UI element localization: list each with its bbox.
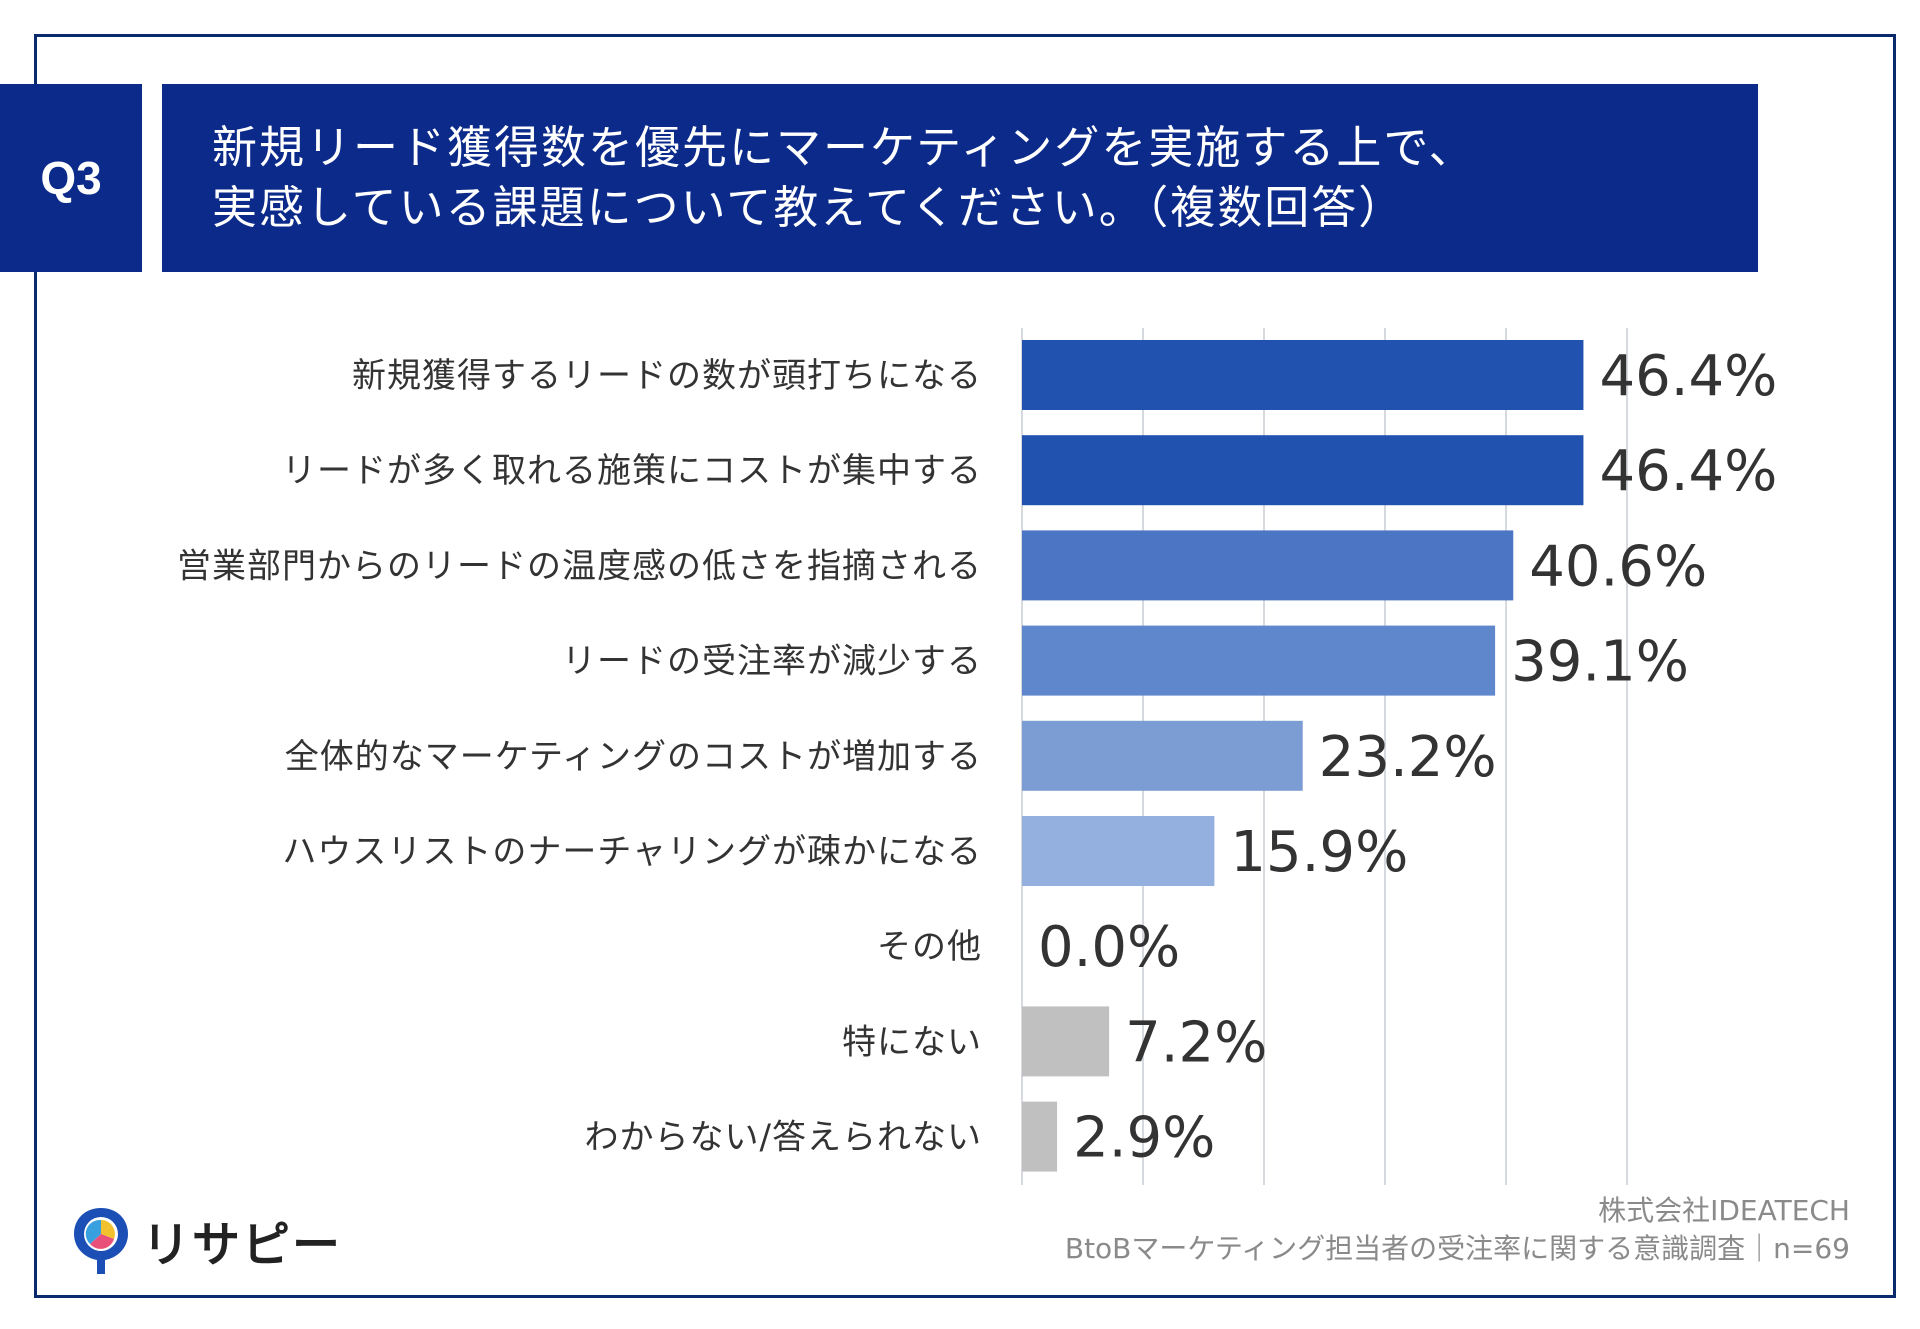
value-label: 39.1% bbox=[1511, 630, 1689, 695]
category-label: 全体的なマーケティングのコストが増加する bbox=[285, 737, 982, 777]
logo-text: リサピー bbox=[142, 1217, 343, 1273]
category-label: リードの受注率が減少する bbox=[562, 642, 982, 682]
bar bbox=[1022, 530, 1514, 601]
value-label: 40.6% bbox=[1529, 534, 1707, 599]
pin-logo-icon bbox=[74, 1208, 128, 1274]
bar bbox=[1022, 816, 1215, 886]
question-title-line-2: 実感している課題について教えてください。（複数回答） bbox=[212, 181, 1406, 234]
source-survey: BtoBマーケティング担当者の受注率に関する意識調査｜n=69 bbox=[1064, 1232, 1850, 1265]
value-label: 46.4% bbox=[1599, 439, 1777, 504]
risapy-logo: リサピー bbox=[70, 1200, 342, 1280]
bar bbox=[1022, 625, 1496, 696]
category-label: ハウスリストのナーチャリングが疎かになる bbox=[282, 832, 982, 872]
question-title: 新規リード獲得数を優先にマーケティングを実施する上で、 実感している課題について… bbox=[162, 84, 1758, 272]
category-label: 特にない bbox=[842, 1022, 982, 1062]
category-label: 新規獲得するリードの数が頭打ちになる bbox=[352, 356, 982, 396]
chart-frame bbox=[34, 34, 1896, 1298]
value-label: 0.0% bbox=[1038, 915, 1180, 980]
category-label: 営業部門からのリードの温度感の低さを指摘される bbox=[177, 546, 982, 586]
value-label: 15.9% bbox=[1230, 820, 1408, 885]
source-note: 株式会社IDEATECH BtoBマーケティング担当者の受注率に関する意識調査｜… bbox=[1065, 1192, 1850, 1268]
bar bbox=[1022, 340, 1584, 410]
value-label: 2.9% bbox=[1073, 1106, 1215, 1171]
question-title-line-1: 新規リード獲得数を優先にマーケティングを実施する上で、 bbox=[212, 121, 1476, 174]
bar bbox=[1022, 1101, 1058, 1172]
category-label: その他 bbox=[877, 927, 982, 967]
value-label: 7.2% bbox=[1125, 1010, 1267, 1075]
question-number-badge: Q3 bbox=[0, 84, 142, 272]
source-company: 株式会社IDEATECH bbox=[1598, 1194, 1850, 1227]
value-label: 46.4% bbox=[1599, 344, 1777, 409]
bar bbox=[1022, 720, 1303, 791]
value-label: 23.2% bbox=[1319, 725, 1497, 790]
bar bbox=[1022, 1006, 1110, 1077]
bar bbox=[1022, 435, 1584, 506]
category-label: わからない/答えられない bbox=[585, 1118, 982, 1158]
category-label: リードが多く取れる施策にコストが集中する bbox=[282, 451, 982, 491]
